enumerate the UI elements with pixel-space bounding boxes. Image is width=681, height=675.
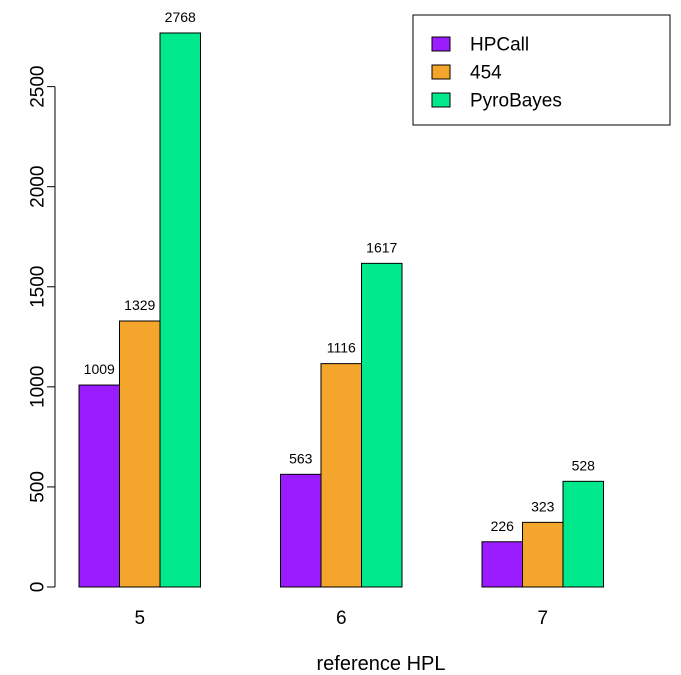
data-label: 323 [531,498,555,514]
legend-label-454: 454 [470,63,502,84]
bars [78,32,604,588]
bar-hpcall-5 [78,384,120,588]
y-tick-label: 2000 [28,166,49,208]
data-label: 563 [289,450,313,466]
bar-pyrobayes-7 [562,480,604,588]
legend-swatch-hpcall [431,36,451,52]
y-axis: 0 500 1000 1500 2000 2500 [28,65,56,593]
legend-swatch-454 [431,64,451,80]
legend-box [412,14,671,126]
legend-label-hpcall: HPCall [470,35,529,56]
bar-hpcall-6 [280,473,322,588]
data-label: 528 [572,457,596,473]
data-labels: 100913292768563111616172263235285157106 [84,9,596,534]
x-axis-title: reference HPL [317,653,446,675]
x-tick-label: 6 [336,608,347,629]
data-label: 226 [491,518,515,534]
bar-pyrobayes-5 [159,32,201,588]
legend-label-pyrobayes: PyroBayes [470,91,562,112]
bar-454-7 [522,521,564,588]
data-label: 1116 [327,340,356,356]
bar-454-5 [119,320,161,588]
y-tick-label: 0 [28,582,49,593]
legend: HPCall 454 PyroBayes [412,14,671,126]
data-label: 1009 [84,361,115,377]
bar-pyrobayes-6 [361,262,403,588]
y-tick-label: 2500 [28,65,49,107]
legend-swatch-pyrobayes [431,92,451,108]
x-tick-label: 7 [537,608,548,629]
data-label: 1617 [366,239,397,255]
bar-454-6 [320,363,362,588]
data-label: 2768 [165,9,196,25]
bar-hpcall-7 [481,541,523,588]
data-label: 1329 [124,297,155,313]
y-tick-label: 1000 [28,366,49,408]
x-tick-label: 5 [134,608,145,629]
y-tick-label: 1500 [28,266,49,308]
y-tick-label: 500 [28,471,49,503]
x-axis-ticks: 5678 [134,608,548,629]
